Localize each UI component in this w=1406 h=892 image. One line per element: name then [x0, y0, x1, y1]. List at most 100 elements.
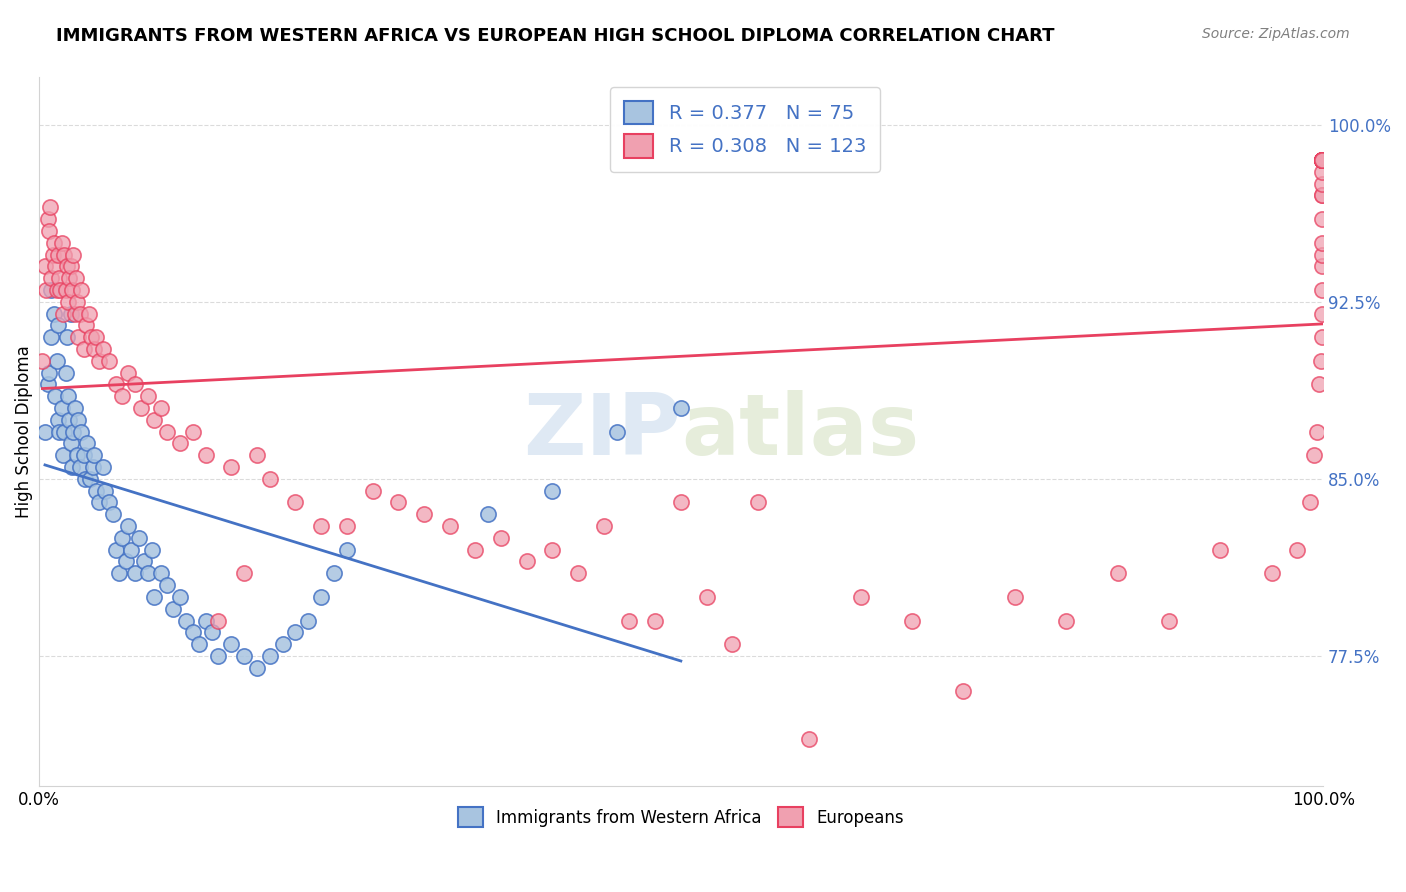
Point: [98, 353, 121, 368]
Point: [1310, 153, 1333, 167]
Point: [136, 566, 159, 581]
Point: [143, 413, 166, 427]
Point: [1310, 260, 1333, 274]
Point: [1310, 283, 1333, 297]
Point: [117, 366, 139, 380]
Y-axis label: High School Diploma: High School Diploma: [15, 345, 32, 518]
Point: [41, 330, 63, 344]
Point: [162, 601, 184, 615]
Point: [194, 448, 217, 462]
Point: [128, 531, 150, 545]
Point: [55, 283, 77, 297]
Point: [31, 353, 53, 368]
Point: [41, 283, 63, 297]
Point: [174, 614, 197, 628]
Point: [72, 448, 94, 462]
Point: [1310, 188, 1333, 202]
Point: [86, 330, 108, 344]
Point: [80, 330, 103, 344]
Point: [38, 366, 60, 380]
Point: [156, 578, 179, 592]
Point: [62, 247, 84, 261]
Point: [169, 590, 191, 604]
Point: [66, 448, 89, 462]
Point: [284, 495, 307, 509]
Point: [72, 342, 94, 356]
Point: [1310, 153, 1333, 167]
Point: [387, 495, 409, 509]
Point: [181, 425, 204, 439]
Point: [67, 413, 90, 427]
Point: [39, 200, 62, 214]
Point: [63, 401, 86, 415]
Text: atlas: atlas: [681, 390, 920, 473]
Point: [207, 614, 229, 628]
Point: [1261, 566, 1284, 581]
Point: [1309, 353, 1331, 368]
Point: [53, 425, 76, 439]
Point: [46, 318, 69, 333]
Point: [56, 260, 79, 274]
Point: [111, 531, 134, 545]
Point: [42, 235, 65, 250]
Point: [62, 425, 84, 439]
Point: [201, 625, 224, 640]
Point: [56, 294, 79, 309]
Point: [169, 436, 191, 450]
Legend: Immigrants from Western Africa, Europeans: Immigrants from Western Africa, European…: [451, 800, 911, 834]
Point: [48, 271, 70, 285]
Point: [117, 519, 139, 533]
Point: [1310, 177, 1333, 191]
Point: [1310, 307, 1333, 321]
Point: [1310, 247, 1333, 261]
Point: [87, 495, 110, 509]
Point: [51, 235, 73, 250]
Point: [70, 425, 93, 439]
Point: [219, 637, 242, 651]
Point: [1310, 153, 1333, 167]
Point: [1310, 153, 1333, 167]
Point: [188, 637, 211, 651]
Point: [73, 472, 96, 486]
Point: [45, 353, 67, 368]
Point: [56, 389, 79, 403]
Point: [644, 614, 666, 628]
Point: [124, 377, 146, 392]
Point: [297, 614, 319, 628]
Point: [131, 401, 153, 415]
Point: [336, 519, 359, 533]
Point: [143, 590, 166, 604]
Point: [361, 483, 384, 498]
Point: [141, 542, 163, 557]
Point: [1054, 614, 1077, 628]
Point: [52, 307, 75, 321]
Text: IMMIGRANTS FROM WESTERN AFRICA VS EUROPEAN HIGH SCHOOL DIPLOMA CORRELATION CHART: IMMIGRANTS FROM WESTERN AFRICA VS EUROPE…: [56, 27, 1054, 45]
Point: [233, 648, 256, 663]
Point: [1286, 542, 1309, 557]
Point: [259, 648, 281, 663]
Point: [37, 212, 59, 227]
Point: [46, 413, 69, 427]
Point: [259, 472, 281, 486]
Point: [1310, 153, 1333, 167]
Point: [516, 554, 538, 568]
Point: [1310, 153, 1333, 167]
Point: [439, 519, 461, 533]
Point: [63, 307, 86, 321]
Point: [76, 436, 98, 450]
Point: [91, 460, 114, 475]
Point: [52, 448, 75, 462]
Point: [86, 483, 108, 498]
Point: [696, 590, 718, 604]
Point: [1310, 153, 1333, 167]
Point: [1004, 590, 1026, 604]
Point: [46, 247, 69, 261]
Point: [1310, 153, 1333, 167]
Text: Source: ZipAtlas.com: Source: ZipAtlas.com: [1202, 27, 1350, 41]
Point: [477, 508, 499, 522]
Point: [1303, 448, 1326, 462]
Point: [156, 425, 179, 439]
Point: [952, 684, 974, 698]
Point: [42, 307, 65, 321]
Point: [901, 614, 924, 628]
